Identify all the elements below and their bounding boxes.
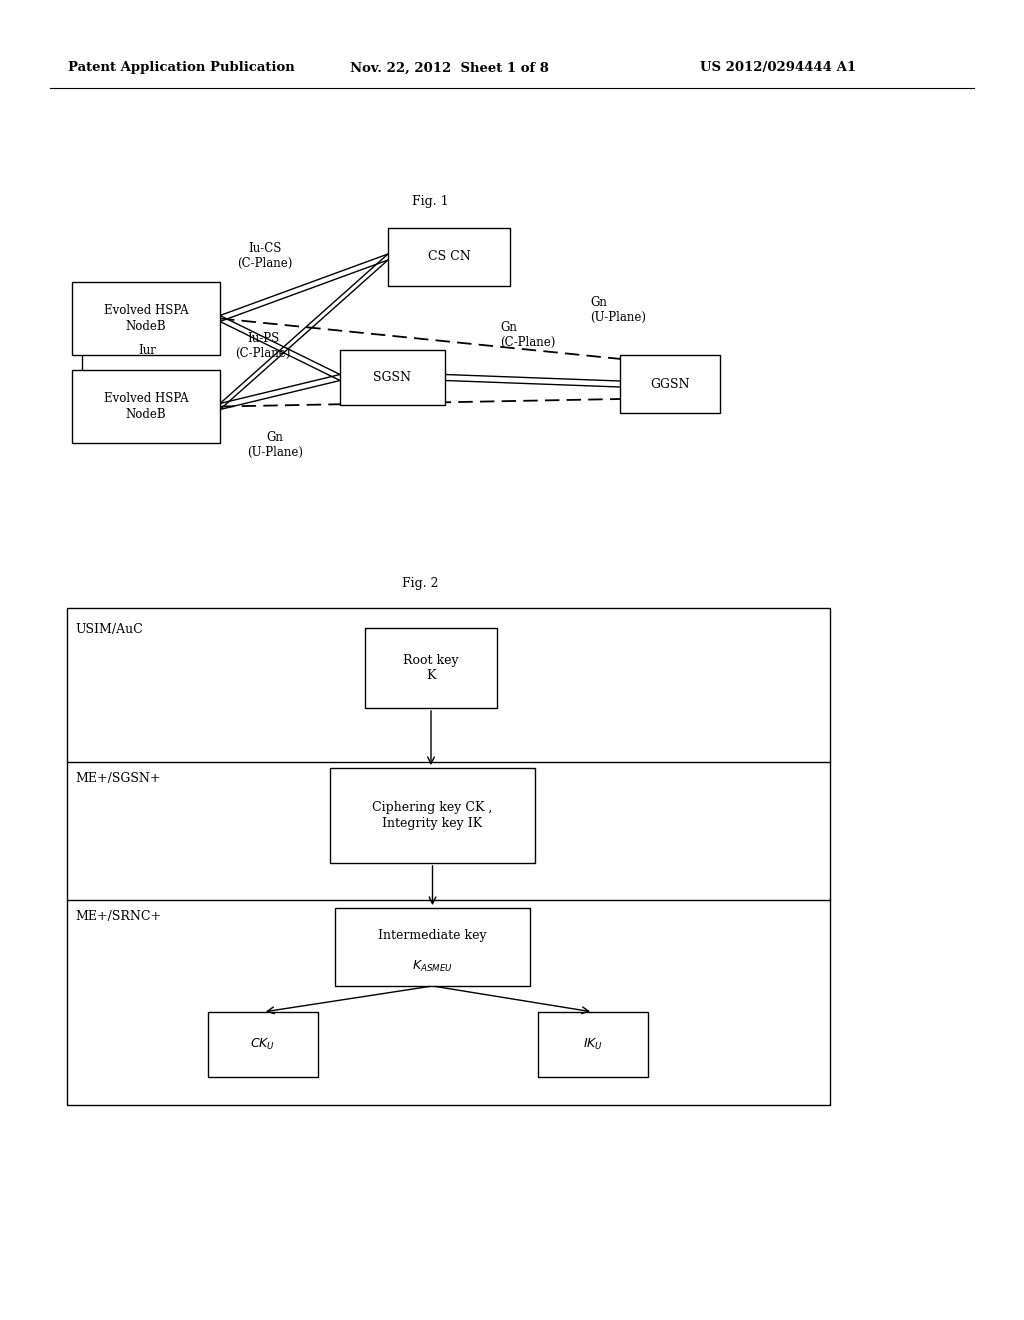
FancyBboxPatch shape xyxy=(388,228,510,286)
FancyBboxPatch shape xyxy=(340,350,445,405)
FancyBboxPatch shape xyxy=(72,370,220,444)
Text: Gn
(U-Plane): Gn (U-Plane) xyxy=(247,432,303,459)
FancyBboxPatch shape xyxy=(335,908,530,986)
Text: Root key
K: Root key K xyxy=(403,653,459,682)
FancyBboxPatch shape xyxy=(208,1012,318,1077)
Text: Gn
(U-Plane): Gn (U-Plane) xyxy=(590,296,646,323)
Text: Iur: Iur xyxy=(138,343,156,356)
Text: Iu-CS
(C-Plane): Iu-CS (C-Plane) xyxy=(238,242,293,271)
Text: GGSN: GGSN xyxy=(650,378,690,391)
Text: Gn
(C-Plane): Gn (C-Plane) xyxy=(500,321,555,348)
Text: $K_{ASMEU}$: $K_{ASMEU}$ xyxy=(412,958,453,974)
Text: $IK_U$: $IK_U$ xyxy=(583,1038,603,1052)
FancyBboxPatch shape xyxy=(72,282,220,355)
FancyBboxPatch shape xyxy=(67,609,830,1105)
Text: Nov. 22, 2012  Sheet 1 of 8: Nov. 22, 2012 Sheet 1 of 8 xyxy=(350,62,549,74)
FancyBboxPatch shape xyxy=(330,768,535,863)
Text: Intermediate key: Intermediate key xyxy=(378,929,486,942)
Text: ME+/SGSN+: ME+/SGSN+ xyxy=(75,772,161,785)
Text: $CK_U$: $CK_U$ xyxy=(251,1038,275,1052)
Text: US 2012/0294444 A1: US 2012/0294444 A1 xyxy=(700,62,856,74)
Text: Fig. 2: Fig. 2 xyxy=(401,577,438,590)
Text: Evolved HSPA
NodeB: Evolved HSPA NodeB xyxy=(103,305,188,333)
Text: ME+/SRNC+: ME+/SRNC+ xyxy=(75,909,161,923)
Text: Patent Application Publication: Patent Application Publication xyxy=(68,62,295,74)
Text: Ciphering key CK ,
Integrity key IK: Ciphering key CK , Integrity key IK xyxy=(373,801,493,829)
Text: SGSN: SGSN xyxy=(374,371,412,384)
FancyBboxPatch shape xyxy=(365,628,497,708)
Text: Fig. 1: Fig. 1 xyxy=(412,195,449,209)
Text: CS CN: CS CN xyxy=(428,251,470,264)
FancyBboxPatch shape xyxy=(620,355,720,413)
FancyBboxPatch shape xyxy=(538,1012,648,1077)
Text: Evolved HSPA
NodeB: Evolved HSPA NodeB xyxy=(103,392,188,421)
Text: Iu-PS
(C-Plane): Iu-PS (C-Plane) xyxy=(236,333,291,360)
Text: USIM/AuC: USIM/AuC xyxy=(75,623,142,636)
